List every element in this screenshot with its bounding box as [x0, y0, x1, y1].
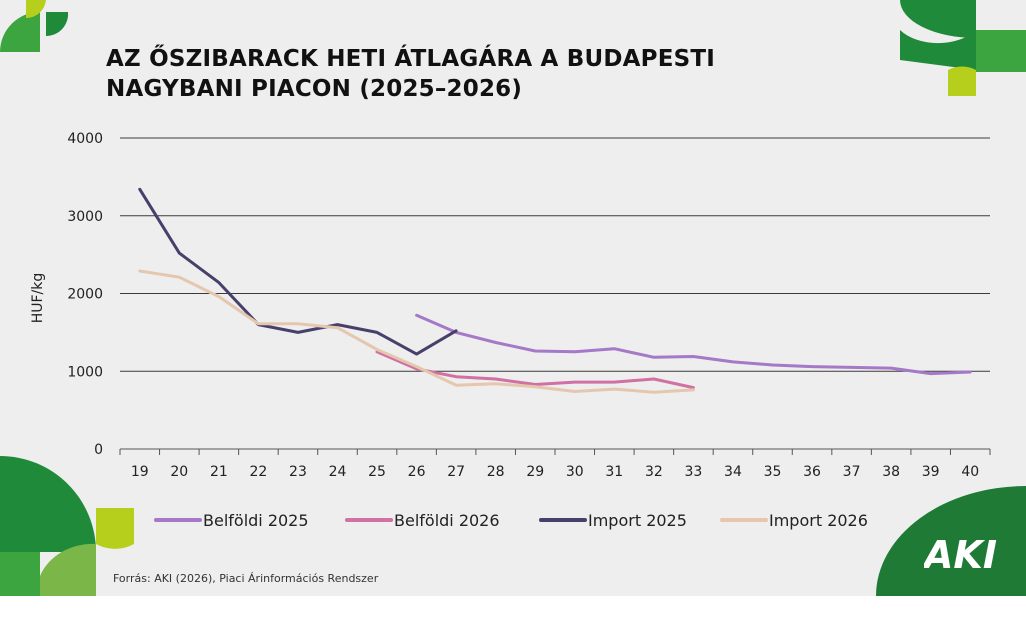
- x-tick-label: 39: [922, 464, 940, 480]
- x-tick-label: 25: [368, 464, 386, 480]
- y-tick-label: 2000: [67, 287, 103, 303]
- leaf-shape: [876, 486, 1026, 596]
- legend-label: Import 2025: [588, 511, 687, 530]
- infographic: AZ ŐSZIBARACK HETI ÁTLAGÁRA A BUDAPESTI …: [0, 0, 1026, 596]
- corner-leaves-top-left: [0, 0, 69, 52]
- series-line-import-2025: [138, 187, 458, 356]
- series-line-belf-ldi-2025: [415, 313, 972, 376]
- legend-label: Belföldi 2026: [394, 511, 500, 530]
- x-tick-label: 36: [803, 464, 821, 480]
- corner-leaves-bottom-left: [0, 456, 134, 596]
- x-tick-label: 26: [408, 464, 426, 480]
- x-tick-label: 28: [487, 464, 505, 480]
- leaf-shape: [26, 0, 46, 19]
- x-tick-label: 35: [764, 464, 782, 480]
- source-note: Forrás: AKI (2026), Piaci Árinformációs …: [113, 572, 379, 585]
- x-axis: 19 20 21 22 23 24 25 26 27 28 29 30 31 32 33 34 35 36 37 38…: [119, 449, 991, 480]
- chart-title-line-1: AZ ŐSZIBARACK HETI ÁTLAGÁRA A BUDAPESTI: [106, 46, 716, 72]
- chart-title: AZ ŐSZIBARACK HETI ÁTLAGÁRA A BUDAPESTI …: [106, 44, 715, 104]
- corner-leaf-bottom-right: [876, 486, 1026, 596]
- x-tick-label: 29: [526, 464, 544, 480]
- legend-label: Belföldi 2025: [203, 511, 309, 530]
- leaf-shape: [948, 66, 976, 96]
- aki-logo-mark: AKI: [921, 533, 997, 577]
- aki-logo: AKI: [921, 530, 1010, 577]
- y-tick-label: 4000: [67, 131, 103, 147]
- leaf-shape: [900, 30, 976, 70]
- gridlines: [120, 137, 990, 450]
- x-tick-label: 37: [843, 464, 861, 480]
- x-tick-label: 21: [210, 464, 228, 480]
- x-tick-label: 38: [882, 464, 900, 480]
- x-tick-label: 27: [447, 464, 465, 480]
- leaf-shape: [40, 543, 96, 596]
- leaf-shape: [96, 508, 134, 549]
- series-lines: [138, 187, 972, 394]
- x-tick-label: 31: [605, 464, 623, 480]
- y-axis-ticks: 0 1000 2000 3000 4000: [67, 131, 103, 458]
- x-tick-label: 32: [645, 464, 663, 480]
- leaf-shape: [46, 12, 69, 37]
- legend: Belföldi 2025 Belföldi 2026 Import 2025 Imp…: [154, 511, 868, 530]
- aki-logo-text: AKI: [924, 533, 997, 576]
- corner-leaves-top-right: [900, 0, 1026, 96]
- x-tick-label: 20: [170, 464, 188, 480]
- x-tick-label: 19: [131, 464, 149, 480]
- y-axis-label: HUF/kg: [30, 273, 46, 324]
- x-tick-label: 34: [724, 464, 742, 480]
- x-tick-label: 22: [249, 464, 267, 480]
- series-line-import-2026: [138, 269, 695, 394]
- y-tick-label: 0: [94, 442, 103, 458]
- chart-title-line-2: NAGYBANI PIACON (2025–2026): [106, 76, 523, 102]
- y-tick-label: 3000: [67, 209, 103, 225]
- x-tick-label: 40: [961, 464, 979, 480]
- line-chart: 0 1000 2000 3000 4000 19 20 21 22 23 24 25 26 27 28 29…: [30, 131, 991, 530]
- leaf-shape: [0, 552, 40, 596]
- x-tick-label: 30: [566, 464, 584, 480]
- y-tick-label: 1000: [67, 364, 103, 380]
- x-tick-label: 23: [289, 464, 307, 480]
- leaf-shape: [0, 456, 96, 552]
- leaf-shape: [900, 0, 976, 38]
- x-tick-label: 33: [684, 464, 702, 480]
- leaf-shape: [0, 12, 40, 52]
- leaf-shape: [969, 30, 1026, 72]
- x-tick-label: 24: [329, 464, 347, 480]
- legend-label: Import 2026: [769, 511, 868, 530]
